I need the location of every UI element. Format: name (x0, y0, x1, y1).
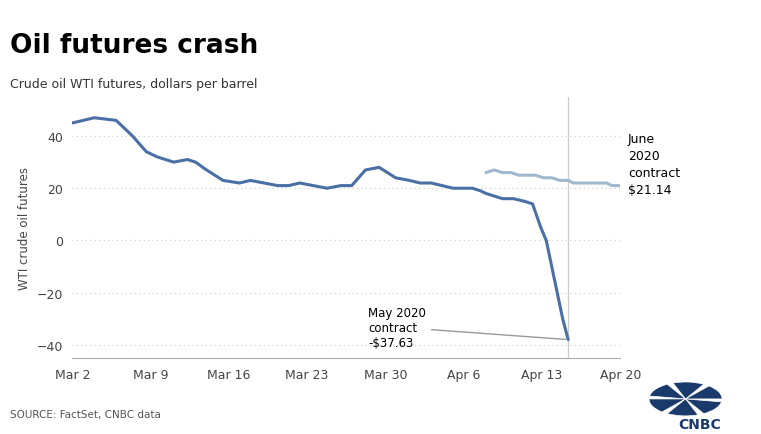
Text: June
2020
contract
$21.14: June 2020 contract $21.14 (628, 132, 680, 196)
Text: SOURCE: FactSet, CNBC data: SOURCE: FactSet, CNBC data (10, 409, 161, 419)
Text: Crude oil WTI futures, dollars per barrel: Crude oil WTI futures, dollars per barre… (10, 78, 257, 91)
Text: CNBC: CNBC (679, 417, 721, 431)
Wedge shape (673, 382, 704, 399)
Text: May 2020
contract
-$37.63: May 2020 contract -$37.63 (368, 306, 565, 349)
Wedge shape (650, 385, 686, 399)
Wedge shape (686, 399, 721, 414)
Y-axis label: WTI crude oil futures: WTI crude oil futures (18, 167, 31, 289)
Wedge shape (686, 386, 722, 399)
Wedge shape (667, 399, 698, 416)
Wedge shape (649, 399, 686, 412)
Text: Oil futures crash: Oil futures crash (10, 33, 258, 59)
